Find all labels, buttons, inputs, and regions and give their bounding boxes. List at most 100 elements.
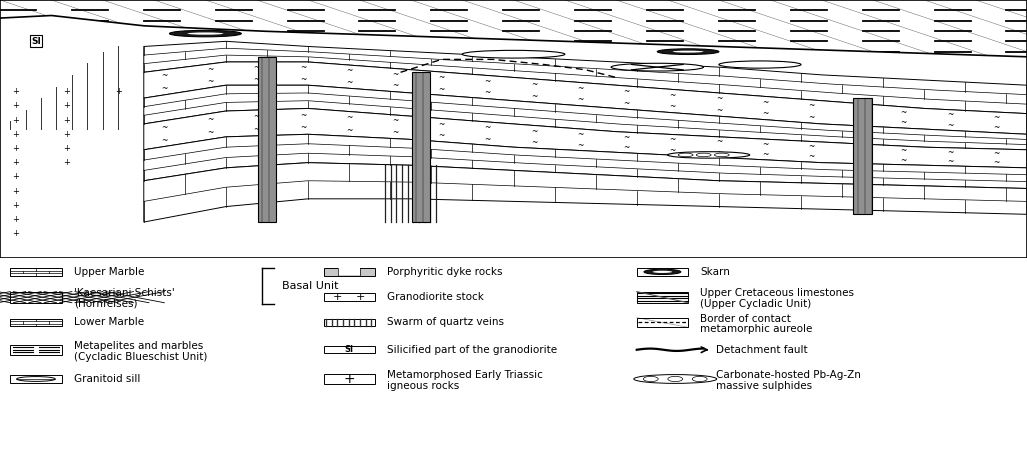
Text: ~: ~ [392,116,398,125]
Text: Swarm of quartz veins: Swarm of quartz veins [387,318,504,328]
Bar [412,72,430,222]
Text: ~: ~ [993,123,999,132]
Text: +: + [12,215,18,224]
Text: +: + [12,201,18,210]
Ellipse shape [673,51,703,53]
Text: ~: ~ [808,142,814,151]
Polygon shape [0,72,144,258]
Text: ~: ~ [901,118,907,127]
Ellipse shape [462,50,565,58]
Text: +: + [12,229,18,238]
Text: ~: ~ [485,135,491,144]
Ellipse shape [696,153,711,157]
Text: +: + [115,87,121,96]
Ellipse shape [16,376,55,381]
Text: Upper Marble: Upper Marble [74,267,145,277]
Text: ~: ~ [161,84,167,93]
Text: +: + [12,101,18,111]
Text: ~: ~ [254,63,260,72]
Text: Border of contact: Border of contact [700,313,791,323]
Text: (Cycladic Blueschist Unit): (Cycladic Blueschist Unit) [74,352,207,361]
Text: ~: ~ [300,111,306,120]
Text: ~: ~ [901,108,907,117]
Text: ~: ~ [300,75,306,84]
Bar [258,57,276,222]
Text: (Hornfelses): (Hornfelses) [74,299,138,309]
Bar [10,345,62,355]
Ellipse shape [187,33,223,35]
Text: metamorphic aureole: metamorphic aureole [700,324,812,334]
Polygon shape [0,15,1027,258]
Text: ~: ~ [762,140,768,149]
Text: ~: ~ [300,63,306,72]
Text: ~: ~ [623,99,630,108]
Text: Detachment fault: Detachment fault [716,345,807,355]
Bar [853,98,872,214]
Text: 'Kaesariani Schists': 'Kaesariani Schists' [74,288,175,298]
Bar [10,375,62,383]
Ellipse shape [719,61,801,68]
Text: ~: ~ [161,135,167,145]
Text: ~: ~ [670,91,676,100]
Text: SI: SI [345,345,353,354]
Text: ~: ~ [716,148,722,157]
Text: +: + [12,144,18,153]
Text: ~: ~ [531,80,537,89]
Bar [637,292,688,303]
Text: Metapelites and marbles: Metapelites and marbles [74,341,203,351]
Text: +: + [64,158,70,167]
Ellipse shape [643,376,658,381]
Text: ~: ~ [947,157,953,166]
Text: ~: ~ [670,102,676,111]
Text: +: + [355,292,366,302]
Ellipse shape [634,375,717,383]
Polygon shape [144,163,1027,222]
Text: ~: ~ [577,130,583,139]
Text: +: + [64,130,70,139]
Text: Carbonate-hosted Pb-Ag-Zn: Carbonate-hosted Pb-Ag-Zn [716,370,861,380]
Ellipse shape [653,271,672,273]
Bar [324,374,375,384]
Text: ~: ~ [485,88,491,97]
Text: ~: ~ [716,106,722,115]
Polygon shape [144,134,1027,188]
Text: ~: ~ [531,127,537,135]
Bar [637,268,688,275]
Text: ~: ~ [254,125,260,134]
Text: ~: ~ [254,112,260,121]
Text: +: + [64,116,70,125]
Text: +: + [12,173,18,181]
Text: Skarn: Skarn [700,267,730,277]
Text: +: + [333,292,343,302]
Text: Metamorphosed Early Triassic: Metamorphosed Early Triassic [387,370,543,380]
Text: ~: ~ [762,109,768,118]
Text: ~: ~ [346,67,352,75]
Bar [324,294,375,301]
Text: ~: ~ [947,148,953,157]
Bar [10,292,62,303]
Bar [338,268,360,275]
Polygon shape [144,41,1027,114]
Text: ~: ~ [993,158,999,167]
Text: ~: ~ [808,113,814,122]
Text: ~: ~ [577,96,583,105]
Text: ~: ~ [670,145,676,154]
Text: Upper Cretaceous limestones: Upper Cretaceous limestones [700,288,854,298]
Text: ~: ~ [854,116,861,125]
Text: ~: ~ [392,82,398,91]
Text: +: + [12,87,18,96]
Text: ~: ~ [993,113,999,122]
Text: +: + [12,187,18,196]
Text: +: + [12,116,18,125]
Text: igneous rocks: igneous rocks [387,381,459,391]
Text: +: + [343,371,355,386]
Text: ~: ~ [716,138,722,146]
Text: ~: ~ [854,105,861,114]
Text: ~: ~ [716,94,722,103]
Text: ~: ~ [207,77,214,86]
Text: ~: ~ [762,98,768,107]
Text: ~: ~ [901,155,907,164]
Polygon shape [144,108,1027,168]
Text: ~: ~ [901,146,907,155]
Ellipse shape [657,49,719,54]
